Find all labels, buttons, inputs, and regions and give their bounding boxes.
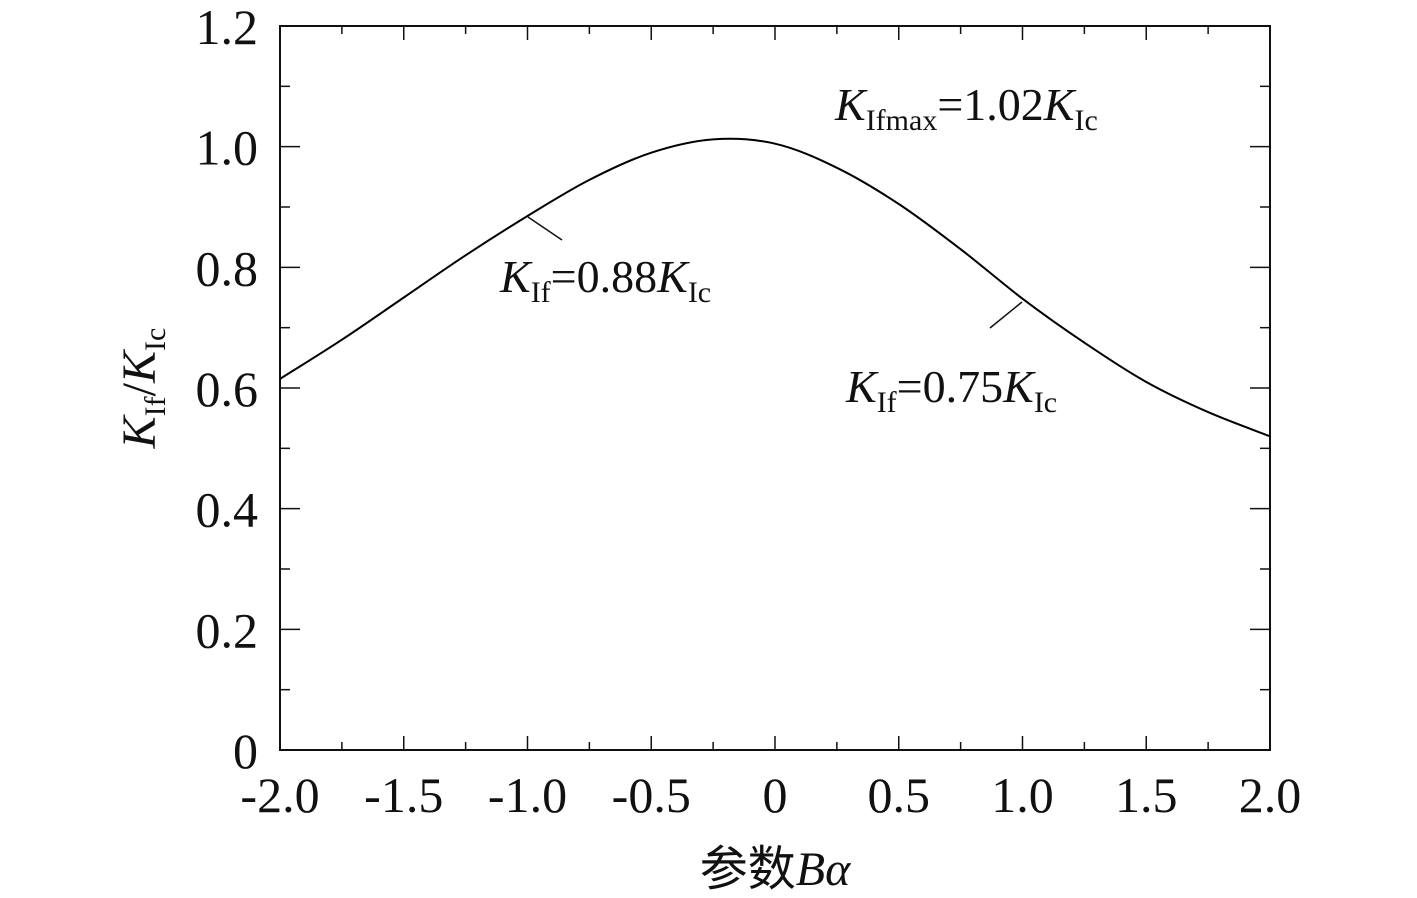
annotation-075: KIf=0.75KIc xyxy=(845,361,1057,419)
annotation-088: KIf=0.88KIc xyxy=(499,251,711,309)
y-tick-label: 0.6 xyxy=(196,361,259,417)
x-tick-label: -0.5 xyxy=(612,767,691,823)
tick-labels: -2.0 -1.5 -1.0 -0.5 0 0.5 1.0 1.5 2.0 0 0.2 0.4 0.6 0… xyxy=(196,0,1302,823)
series-line xyxy=(279,137,1271,438)
annotation-leader-075 xyxy=(989,301,1023,329)
y-tick-label: 0.4 xyxy=(196,482,259,538)
x-tick-label: 2.0 xyxy=(1239,767,1302,823)
annotation-leader-088 xyxy=(527,216,563,241)
y-tick-label: 1.0 xyxy=(196,120,259,176)
y-tick-label: 0.8 xyxy=(196,240,259,296)
x-tick-label: -1.5 xyxy=(364,767,443,823)
x-tick-label: -2.0 xyxy=(240,767,319,823)
y-axis-title: KIf/KIc xyxy=(113,328,172,450)
x-tick-label: 1.0 xyxy=(991,767,1054,823)
y-tick-label: 1.2 xyxy=(196,0,259,55)
x-tick-label: 1.5 xyxy=(1115,767,1178,823)
x-tick-label: -1.0 xyxy=(488,767,567,823)
y-tick-label: 0 xyxy=(233,723,258,779)
y-tick-label: 0.2 xyxy=(196,602,259,658)
x-axis-title: 参数Bα xyxy=(700,843,851,896)
plot-frame xyxy=(279,25,1271,751)
annotation-max: KIfmax=1.02KIc xyxy=(834,79,1098,137)
ticks xyxy=(279,25,1271,751)
x-tick-label: 0.5 xyxy=(868,767,931,823)
x-tick-label: 0 xyxy=(763,767,788,823)
